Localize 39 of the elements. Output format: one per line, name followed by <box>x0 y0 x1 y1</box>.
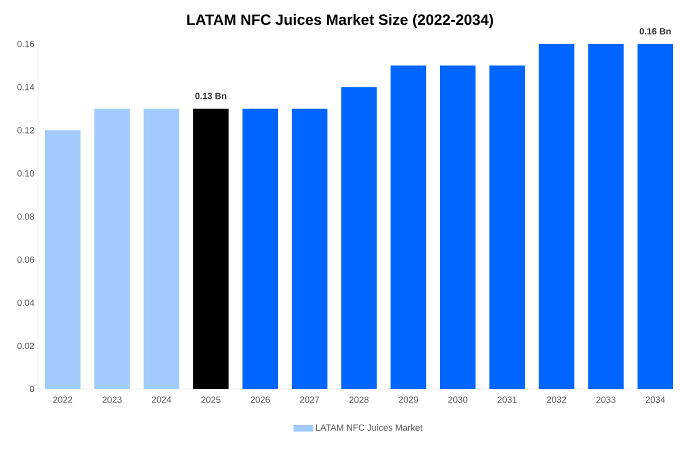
bar <box>638 44 674 389</box>
bar <box>193 108 229 389</box>
bar <box>144 108 180 389</box>
x-tick-label: 2025 <box>201 396 220 403</box>
legend-label: LATAM NFC Juices Market <box>316 424 422 431</box>
chart-title: LATAM NFC Juices Market Size (2022-2034) <box>187 14 493 28</box>
x-tick-label: 2023 <box>102 396 122 403</box>
x-tick-label: 2028 <box>349 396 369 403</box>
y-tick-label: 0.14 <box>17 84 34 90</box>
bar <box>44 130 80 389</box>
y-tick-label: 0.02 <box>17 342 34 350</box>
bar <box>588 44 624 389</box>
y-tick-label: 0.16 <box>17 40 34 48</box>
bar <box>538 44 574 389</box>
x-tick-label: 2027 <box>300 396 320 403</box>
bar <box>489 66 525 389</box>
x-tick-label: 2029 <box>398 396 418 403</box>
y-tick-label: 0.10 <box>17 170 34 177</box>
bar <box>390 66 426 389</box>
x-tick-label: 2022 <box>53 396 72 403</box>
x-tick-label: 2026 <box>250 396 270 403</box>
y-tick-label: 0.04 <box>17 300 34 306</box>
y-tick-label: 0.06 <box>17 256 34 263</box>
x-tick-label: 2032 <box>547 396 566 403</box>
y-tick-label: 0.08 <box>17 213 34 220</box>
y-tick-label: 0 <box>30 386 34 392</box>
bar <box>341 87 377 389</box>
bar <box>94 108 130 389</box>
y-tick-label: 0.12 <box>17 127 34 134</box>
bar <box>440 66 476 389</box>
data-label: 0.13 Bn <box>195 92 226 100</box>
data-label: 0.16 Bn <box>640 28 671 34</box>
x-tick-label: 2033 <box>596 396 616 403</box>
bar <box>292 108 328 389</box>
x-tick-label: 2030 <box>448 396 468 403</box>
x-tick-label: 2034 <box>646 396 666 403</box>
x-tick-label: 2024 <box>152 396 172 403</box>
x-tick-label: 2031 <box>498 396 517 403</box>
bar <box>242 108 278 389</box>
